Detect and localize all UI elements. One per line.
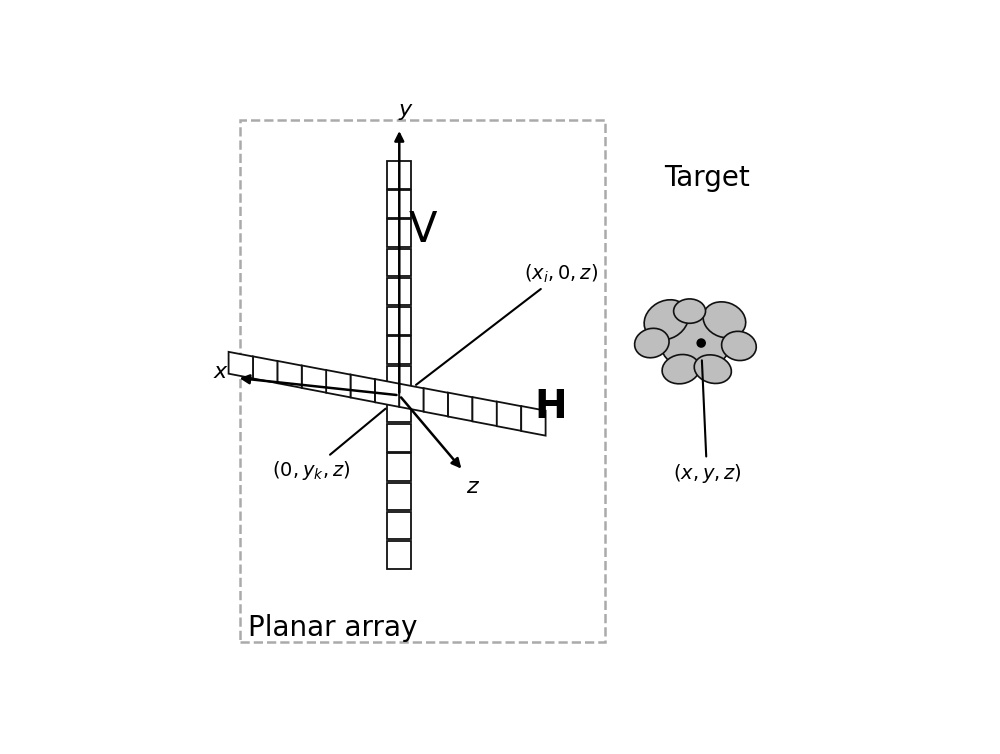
Bar — [387, 190, 411, 218]
Bar — [387, 366, 411, 393]
Polygon shape — [375, 379, 399, 407]
Ellipse shape — [662, 354, 700, 384]
Bar — [387, 307, 411, 335]
Text: Planar array: Planar array — [248, 614, 417, 642]
Ellipse shape — [661, 315, 730, 371]
Text: H: H — [534, 388, 567, 426]
Ellipse shape — [703, 302, 746, 338]
Polygon shape — [497, 402, 521, 431]
Circle shape — [697, 339, 705, 347]
Ellipse shape — [722, 331, 756, 360]
Polygon shape — [472, 397, 497, 426]
Polygon shape — [448, 393, 472, 421]
Bar — [387, 249, 411, 276]
Bar — [387, 395, 411, 422]
Ellipse shape — [635, 328, 669, 357]
Polygon shape — [351, 375, 375, 402]
Text: $x$: $x$ — [213, 362, 229, 382]
Polygon shape — [277, 361, 302, 388]
Text: $(x, y, z)$: $(x, y, z)$ — [673, 360, 741, 485]
Bar — [387, 278, 411, 305]
Bar — [387, 483, 411, 510]
Bar — [387, 541, 411, 569]
Ellipse shape — [644, 300, 689, 340]
Bar — [387, 453, 411, 481]
Bar — [240, 120, 605, 642]
Text: $z$: $z$ — [466, 477, 480, 497]
Text: $y$: $y$ — [398, 103, 414, 122]
Text: Target: Target — [664, 164, 750, 192]
Polygon shape — [229, 352, 253, 379]
Bar — [387, 219, 411, 247]
Polygon shape — [424, 388, 448, 416]
Polygon shape — [399, 384, 424, 412]
Ellipse shape — [674, 299, 706, 323]
Polygon shape — [253, 357, 277, 383]
Polygon shape — [521, 406, 546, 436]
Polygon shape — [302, 366, 326, 393]
Text: $(0, y_k, z)$: $(0, y_k, z)$ — [272, 409, 386, 483]
Bar — [387, 161, 411, 188]
Ellipse shape — [694, 355, 731, 384]
Text: $(x_i, 0, z)$: $(x_i, 0, z)$ — [416, 262, 598, 385]
Bar — [387, 425, 411, 452]
Polygon shape — [326, 370, 351, 397]
Text: V: V — [408, 209, 437, 251]
Bar — [387, 336, 411, 364]
Bar — [387, 512, 411, 539]
